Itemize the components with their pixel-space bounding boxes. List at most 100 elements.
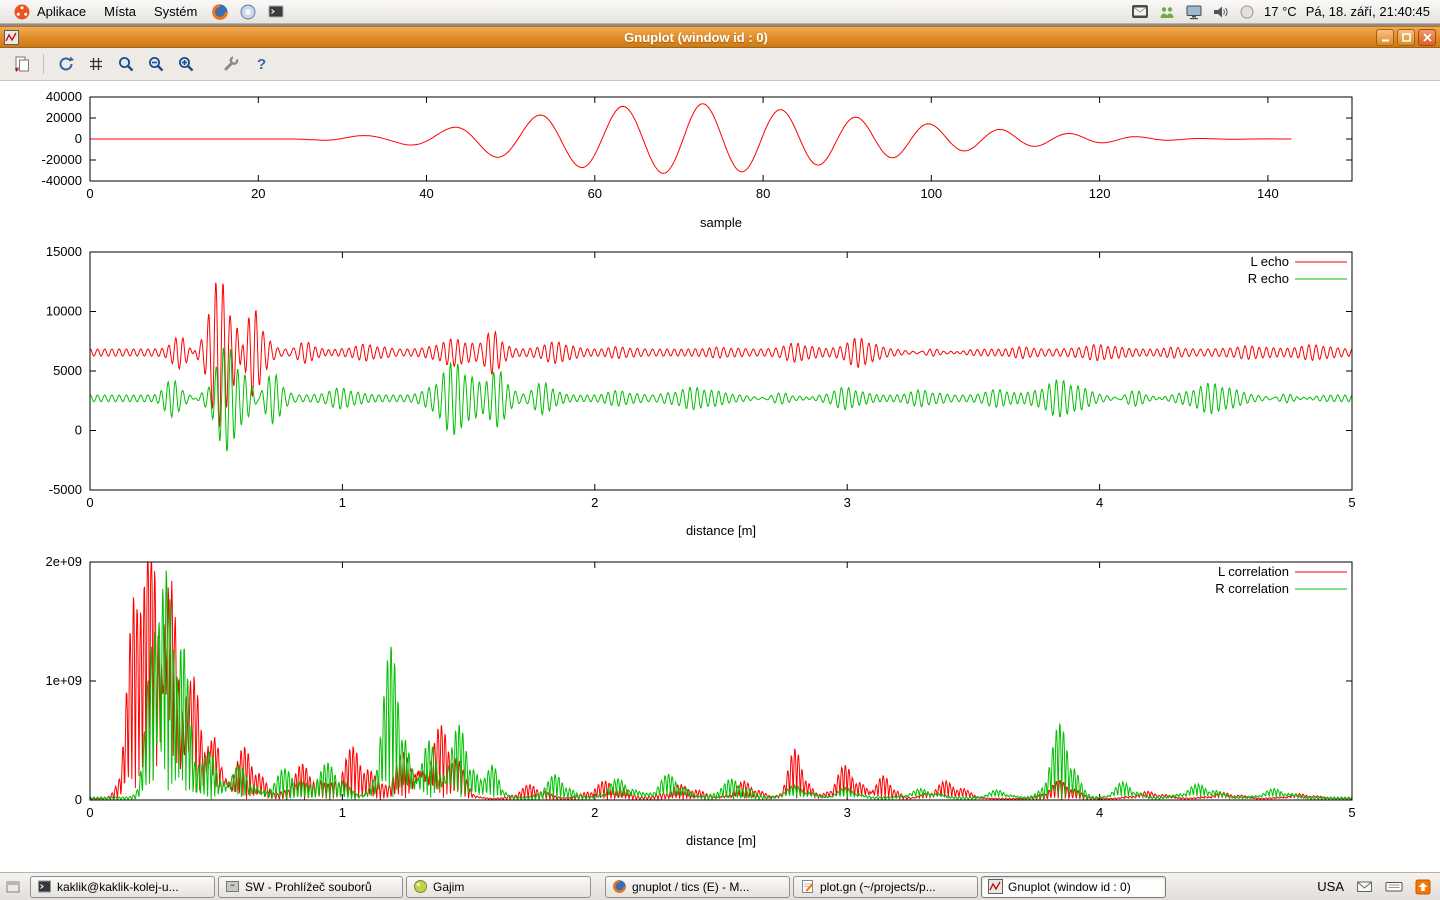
- settings-wrench-icon[interactable]: [217, 51, 244, 77]
- toolbar-separator: [43, 54, 44, 74]
- svg-text:0: 0: [86, 805, 93, 820]
- correlation-chart[interactable]: 0 1 2 3 4 5 0 1e+09 2e+09 L correlation R correlat…: [0, 552, 1440, 852]
- svg-text:5: 5: [1348, 495, 1355, 510]
- task-button-file-manager[interactable]: SW - Prohlížeč souborů: [218, 875, 403, 898]
- svg-text:4: 4: [1096, 495, 1103, 510]
- terminal-icon: [37, 879, 52, 894]
- taskbar-status-area: USA: [1317, 879, 1435, 895]
- svg-text:distance [m]: distance [m]: [686, 833, 756, 848]
- svg-text:4: 4: [1096, 805, 1103, 820]
- svg-text:distance [m]: distance [m]: [686, 523, 756, 538]
- svg-text:1: 1: [339, 805, 346, 820]
- task-button-firefox[interactable]: gnuplot / tics (E) - M...: [605, 875, 790, 898]
- help-launcher-icon[interactable]: [239, 3, 257, 21]
- svg-text:0: 0: [75, 131, 82, 146]
- svg-text:?: ?: [257, 56, 266, 73]
- task-label: Gajim: [433, 879, 465, 894]
- window-title: Gnuplot (window id : 0): [624, 29, 768, 45]
- svg-text:L correlation: L correlation: [1218, 564, 1289, 579]
- svg-text:10000: 10000: [46, 304, 82, 319]
- mail-applet-icon[interactable]: [1356, 879, 1373, 894]
- svg-text:2e+09: 2e+09: [45, 554, 82, 569]
- gnuplot-toolbar: ?: [0, 48, 1440, 81]
- gajim-icon: [413, 879, 428, 894]
- close-button[interactable]: [1418, 28, 1436, 46]
- svg-text:5: 5: [1348, 805, 1355, 820]
- chirp-signal-chart[interactable]: 0 20 40 60 80 100 120 140 -40000 -20000 0 20000 4000…: [0, 89, 1440, 234]
- task-button-terminal[interactable]: kaklik@kaklik-kolej-u...: [30, 875, 215, 898]
- svg-text:120: 120: [1089, 186, 1111, 201]
- update-notifier-icon[interactable]: [1415, 879, 1431, 895]
- svg-text:20: 20: [251, 186, 265, 201]
- firefox-launcher-icon[interactable]: [211, 3, 229, 21]
- terminal-launcher-icon[interactable]: [267, 3, 285, 21]
- task-button-gajim[interactable]: Gajim: [406, 875, 591, 898]
- svg-text:0: 0: [75, 792, 82, 807]
- mail-notification-icon[interactable]: [1131, 3, 1149, 20]
- zoom-out-icon[interactable]: [142, 51, 169, 77]
- maximize-button[interactable]: [1397, 28, 1415, 46]
- svg-text:3: 3: [844, 495, 851, 510]
- window-menu-icon[interactable]: [4, 29, 19, 45]
- keyboard-indicator-icon[interactable]: [1385, 879, 1403, 894]
- svg-text:5000: 5000: [53, 363, 82, 378]
- copy-to-clipboard-icon[interactable]: [8, 51, 35, 77]
- users-applet-icon[interactable]: [1158, 4, 1176, 20]
- menu-places-label: Místa: [104, 4, 136, 19]
- svg-text:0: 0: [75, 423, 82, 438]
- menu-system[interactable]: Systém: [145, 0, 206, 23]
- minimize-button[interactable]: [1376, 28, 1394, 46]
- ubuntu-logo-icon: [13, 3, 31, 21]
- menu-places[interactable]: Místa: [95, 0, 145, 23]
- zoom-previous-icon[interactable]: [112, 51, 139, 77]
- task-label: plot.gn (~/projects/p...: [820, 879, 936, 894]
- svg-text:140: 140: [1257, 186, 1279, 201]
- window-titlebar[interactable]: Gnuplot (window id : 0): [0, 26, 1440, 48]
- firefox-icon: [612, 879, 627, 894]
- zoom-in-icon[interactable]: [172, 51, 199, 77]
- task-label: gnuplot / tics (E) - M...: [632, 879, 750, 894]
- panel-menus: Aplikace Místa Systém: [4, 0, 290, 23]
- grid-toggle-icon[interactable]: [82, 51, 109, 77]
- svg-text:100: 100: [920, 186, 942, 201]
- display-applet-icon[interactable]: [1185, 3, 1203, 20]
- svg-text:R echo: R echo: [1248, 271, 1289, 286]
- top-panel: Aplikace Místa Systém: [0, 0, 1440, 24]
- svg-text:60: 60: [588, 186, 602, 201]
- help-icon[interactable]: ?: [247, 51, 274, 77]
- gnuplot-icon: [988, 879, 1003, 894]
- task-button-gnuplot[interactable]: Gnuplot (window id : 0): [981, 875, 1166, 898]
- svg-text:sample: sample: [700, 215, 742, 230]
- menu-applications[interactable]: Aplikace: [4, 0, 95, 23]
- task-button-editor[interactable]: plot.gn (~/projects/p...: [793, 875, 978, 898]
- svg-text:20000: 20000: [46, 110, 82, 125]
- svg-text:40: 40: [419, 186, 433, 201]
- window-list-icon[interactable]: [5, 879, 21, 895]
- keyboard-layout-indicator[interactable]: USA: [1317, 879, 1344, 894]
- svg-text:15000: 15000: [46, 244, 82, 259]
- echo-chart[interactable]: 0 1 2 3 4 5 -5000 0 5000 10000 15000 L echo R echo di…: [0, 242, 1440, 542]
- gnuplot-window: Gnuplot (window id : 0): [0, 26, 1440, 872]
- volume-applet-icon[interactable]: [1212, 4, 1230, 20]
- menu-system-label: Systém: [153, 4, 198, 19]
- svg-text:2: 2: [591, 805, 598, 820]
- plot-canvas: 0 20 40 60 80 100 120 140 -40000 -20000 0 20000 4000…: [0, 81, 1440, 872]
- svg-text:1e+09: 1e+09: [45, 673, 82, 688]
- svg-text:2: 2: [591, 495, 598, 510]
- svg-text:-40000: -40000: [42, 173, 82, 188]
- weather-applet-icon[interactable]: [1239, 4, 1255, 20]
- panel-status-area: 17 °C Pá, 18. září, 21:40:45: [1131, 3, 1436, 20]
- menu-applications-label: Aplikace: [37, 4, 87, 19]
- svg-text:1: 1: [339, 495, 346, 510]
- text-editor-icon: [800, 879, 815, 894]
- temperature-label[interactable]: 17 °C: [1264, 4, 1297, 19]
- svg-text:0: 0: [86, 495, 93, 510]
- svg-text:0: 0: [86, 186, 93, 201]
- svg-text:-20000: -20000: [42, 152, 82, 167]
- svg-text:L echo: L echo: [1250, 254, 1289, 269]
- task-label: Gnuplot (window id : 0): [1008, 879, 1131, 894]
- clock-applet[interactable]: Pá, 18. září, 21:40:45: [1305, 4, 1430, 19]
- replot-icon[interactable]: [52, 51, 79, 77]
- file-manager-icon: [225, 879, 240, 894]
